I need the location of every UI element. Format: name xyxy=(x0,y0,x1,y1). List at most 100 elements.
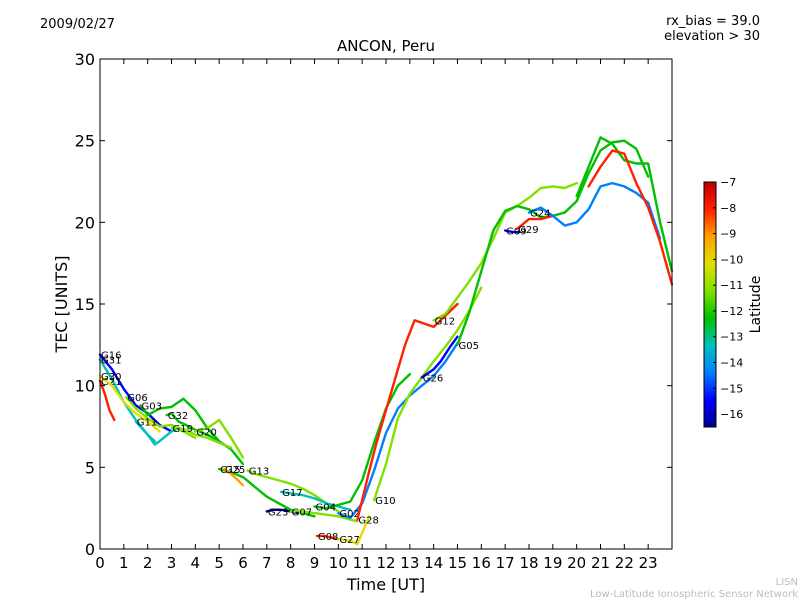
satellite-label: G28 xyxy=(358,516,378,527)
satellite-label: G02 xyxy=(339,509,359,520)
colorbar-tick-label: −13 xyxy=(720,331,743,344)
x-tick-label: 3 xyxy=(167,554,177,572)
x-tick-label: 19 xyxy=(543,554,562,572)
satellite-label: G29 xyxy=(518,225,538,236)
colorbar-label: Latitude xyxy=(748,276,764,334)
x-tick-label: 10 xyxy=(329,554,348,572)
series-line-G04 xyxy=(313,373,411,510)
series-line-G19 xyxy=(170,426,233,449)
x-tick-label: 14 xyxy=(424,554,443,572)
satellite-label: G16 xyxy=(101,351,121,362)
x-tick-label: 16 xyxy=(472,554,491,572)
series-line-G10 xyxy=(372,286,483,502)
satellite-label: G31 xyxy=(101,356,121,367)
satellite-label: G30 xyxy=(101,372,121,383)
colorbar: −7 −8 −9 −10 −11 −12 −13 −14 −15 −16 Latitude xyxy=(703,176,764,428)
series-line-G05 xyxy=(456,139,650,346)
satellite-label: G04 xyxy=(316,503,336,514)
rx-bias-label: rx_bias = 39.0 xyxy=(666,14,760,29)
x-tick-label: 17 xyxy=(496,554,515,572)
credit-lisn: LISN xyxy=(775,577,798,588)
satellite-label: G20 xyxy=(196,427,216,438)
satellite-label: G12 xyxy=(435,316,455,327)
satellite-label: G24 xyxy=(530,209,550,220)
series-line-G12 xyxy=(432,181,578,322)
series-line-G16 xyxy=(98,353,173,433)
series-line-G08 xyxy=(315,534,340,541)
series-line-G09 xyxy=(504,229,521,234)
colorbar-tick-label: −10 xyxy=(720,253,743,266)
series-line-G17 xyxy=(279,490,352,511)
satellite-label: G23 xyxy=(268,507,288,518)
series-line-G11 xyxy=(134,420,180,446)
x-tick-label: 1 xyxy=(119,554,129,572)
x-tick-label: 12 xyxy=(376,554,395,572)
x-tick-label: 5 xyxy=(214,554,224,572)
x-tick-label: 6 xyxy=(238,554,248,572)
satellite-label: G15 xyxy=(220,465,240,476)
x-tick-label: 21 xyxy=(591,554,610,572)
series-line-G27 xyxy=(337,515,371,546)
satellite-label: G19 xyxy=(173,424,193,435)
axes-layer: 0 1 2 3 4 5 6 7 8 9 10 11 12 13 14 15 16 17 18 19 20 21 22 2305… xyxy=(52,50,673,594)
series-line-G20 xyxy=(194,418,245,459)
series-line-G06 xyxy=(124,395,197,440)
colorbar-tick-label: −8 xyxy=(720,202,736,215)
x-tick-label: 15 xyxy=(448,554,467,572)
series-line-G25 xyxy=(222,467,245,487)
satellite-label: G26 xyxy=(423,374,443,385)
satellite-label: G07 xyxy=(292,507,312,518)
y-tick-label: 5 xyxy=(85,458,95,477)
colorbar-tick-label: −11 xyxy=(720,279,743,292)
x-tick-label: 8 xyxy=(286,554,296,572)
satellite-label: G32 xyxy=(168,411,188,422)
y-tick-label: 30 xyxy=(75,50,95,69)
series-line-G30 xyxy=(98,374,161,433)
x-tick-label: 20 xyxy=(567,554,586,572)
colorbar-tick-label: −7 xyxy=(720,176,736,189)
satellite-label: G17 xyxy=(282,488,302,499)
x-tick-label: 7 xyxy=(262,554,272,572)
colorbar-tick-label: −16 xyxy=(720,408,743,421)
x-tick-label: 11 xyxy=(353,554,372,572)
series-line-G24 xyxy=(527,181,662,240)
x-tick-label: 9 xyxy=(310,554,320,572)
satellite-label: G03 xyxy=(142,401,162,412)
x-tick-label: 13 xyxy=(400,554,419,572)
series-line-G21 xyxy=(98,379,116,422)
y-tick-label: 20 xyxy=(75,213,95,232)
satellite-label: G06 xyxy=(127,393,147,404)
colorbar-tick-label: −9 xyxy=(720,228,736,241)
series-line-unlabeled-28 xyxy=(575,136,674,273)
satellite-label: G25 xyxy=(225,465,245,476)
y-tick-label: 25 xyxy=(75,132,95,151)
satellite-label: G10 xyxy=(375,496,395,507)
y-tick-label: 10 xyxy=(75,377,95,396)
satellite-label: G21 xyxy=(101,377,121,388)
plot-frame xyxy=(99,58,673,550)
satellite-label: G27 xyxy=(339,535,359,546)
x-axis-label: Time [UT] xyxy=(346,575,425,594)
series-line-G29 xyxy=(515,214,554,231)
chart-title: ANCON, Peru xyxy=(337,37,435,55)
x-tick-label: 2 xyxy=(143,554,153,572)
y-axis-label: TEC [UNITS] xyxy=(52,256,71,354)
elevation-label: elevation > 30 xyxy=(664,29,760,44)
colorbar-tick-label: −12 xyxy=(720,305,743,318)
x-tick-label: 23 xyxy=(639,554,658,572)
satellite-label: G09 xyxy=(506,227,526,238)
series-line-G26 xyxy=(420,335,459,379)
satellite-label: G08 xyxy=(318,532,338,543)
satellite-label: G05 xyxy=(459,341,479,352)
satellite-label: G11 xyxy=(137,418,157,429)
colorbar-tick-label: −15 xyxy=(720,382,743,395)
series-line-G07 xyxy=(289,510,359,523)
series-line-G28 xyxy=(356,302,459,521)
series-line-G32 xyxy=(165,412,221,443)
date-label: 2009/02/27 xyxy=(40,17,115,32)
x-tick-label: 22 xyxy=(615,554,634,572)
series-line-G02 xyxy=(337,342,459,520)
y-tick-label: 0 xyxy=(85,540,95,559)
